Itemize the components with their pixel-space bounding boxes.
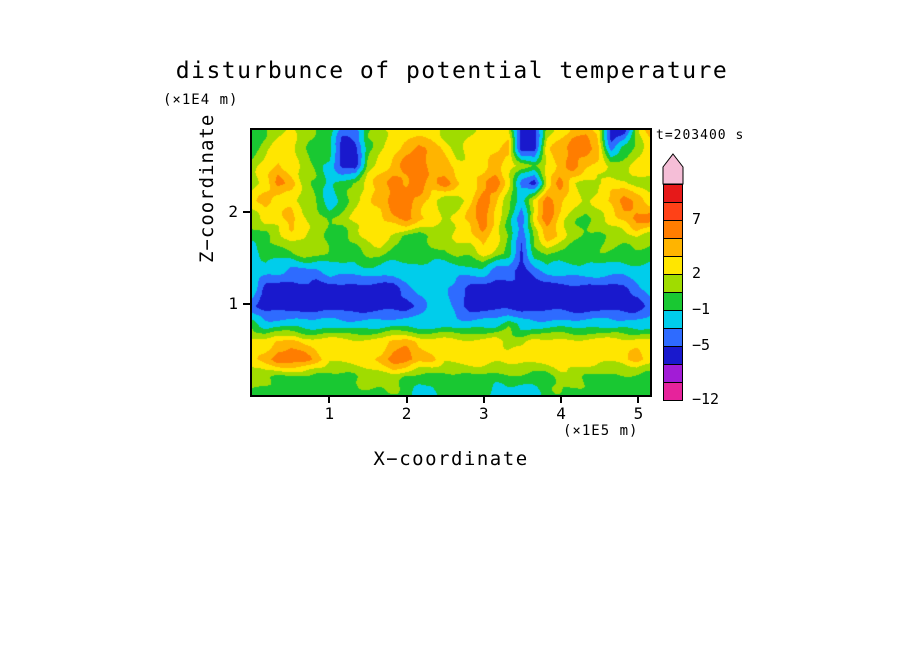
x-tick-label: 5 xyxy=(633,404,644,423)
x-axis-label: X−coordinate xyxy=(373,448,529,470)
x-tick-label: 3 xyxy=(479,404,489,423)
x-tick-label: 1 xyxy=(324,404,335,423)
z-tick-label: 1 xyxy=(228,293,238,313)
time-annotation: t=203400 s xyxy=(656,128,745,143)
x-tick-label: 4 xyxy=(556,404,566,423)
colorbar-segment xyxy=(663,220,683,239)
colorbar-segment xyxy=(663,202,683,221)
colorbar-segment xyxy=(663,328,683,347)
colorbar-tick-label: −5 xyxy=(692,336,711,354)
colorbar-overflow-arrow-icon xyxy=(662,153,684,185)
x-tick-mark xyxy=(637,397,640,403)
x-tick-mark xyxy=(328,397,331,403)
colorbar-segment xyxy=(663,382,683,401)
z-tick-mark xyxy=(243,302,250,305)
colorbar-tick-label: 2 xyxy=(692,264,702,282)
colorbar-segment xyxy=(663,364,683,383)
contour-field-canvas xyxy=(252,130,650,395)
z-axis-label: Z−coordinate xyxy=(196,113,218,263)
colorbar-segment xyxy=(663,292,683,311)
z-axis-unit-label: (×1E4 m) xyxy=(163,92,239,108)
chart-title: disturbunce of potential temperature xyxy=(175,58,729,84)
colorbar-tick-label: −12 xyxy=(692,390,720,408)
colorbar-tick-label: 7 xyxy=(692,210,702,228)
x-tick-mark xyxy=(482,397,485,403)
colorbar-segment xyxy=(663,310,683,329)
colorbar-segment xyxy=(663,184,683,203)
x-tick-mark xyxy=(405,397,408,403)
x-tick-label: 2 xyxy=(401,404,412,423)
z-tick-mark xyxy=(243,211,250,214)
colorbar-tick-label: −1 xyxy=(692,300,711,318)
z-tick-label: 2 xyxy=(228,202,238,222)
x-axis-unit-label: (×1E5 m) xyxy=(563,423,639,439)
colorbar-segment xyxy=(663,346,683,365)
colorbar-segment xyxy=(663,238,683,257)
colorbar-segment xyxy=(663,256,683,275)
colorbar-segment xyxy=(663,274,683,293)
x-tick-mark xyxy=(560,397,563,403)
plot-area xyxy=(250,128,652,397)
